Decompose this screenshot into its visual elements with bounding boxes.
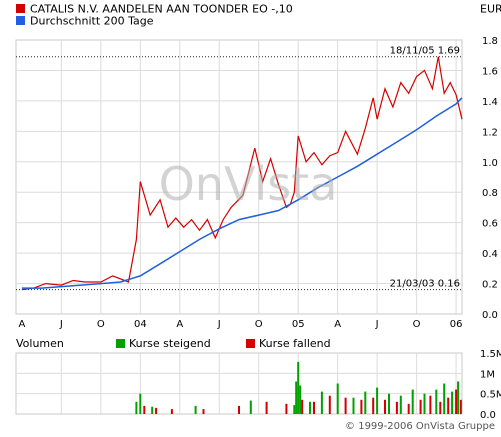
legend-label-average: Durchschnitt 200 Tage — [30, 15, 154, 28]
volume-bar-rising — [135, 401, 138, 414]
y-tick-label: 0.0 — [482, 310, 498, 321]
volume-bar-rising — [388, 393, 390, 414]
y-tick-label: 1.6 — [482, 66, 498, 77]
x-tick-label: O — [255, 319, 263, 330]
volume-bar-falling — [155, 407, 158, 414]
x-tick-label: A — [18, 319, 25, 330]
volume-bar-rising — [194, 405, 197, 414]
volume-bar-falling — [439, 401, 442, 414]
volume-bar-falling — [328, 395, 331, 414]
plot-frame — [15, 39, 463, 315]
volume-bar-rising — [297, 361, 300, 414]
volume-bar-falling — [238, 405, 240, 414]
volume-bar-falling — [313, 401, 315, 414]
y-tick-label: 0.8 — [482, 188, 498, 199]
volume-tick-label: 0.0 — [480, 410, 496, 421]
volume-bar-rising — [457, 381, 460, 414]
x-tick-label: 06 — [450, 319, 463, 330]
volume-bar-falling — [170, 409, 173, 414]
x-tick-label: 05 — [292, 319, 305, 330]
volume-bar-rising — [295, 381, 298, 414]
legend-swatch-average — [16, 16, 25, 25]
series-line-price — [21, 56, 463, 291]
legend-swatch-price — [16, 4, 25, 13]
volume-tick-label: 0.5M — [480, 390, 501, 401]
volume-bar-falling — [407, 403, 410, 414]
volume-bar-falling — [372, 397, 375, 414]
x-tick-label: A — [176, 319, 183, 330]
volume-plot: 0.0 0.5M 1M 1.5M — [15, 349, 501, 421]
copyright: © 1999-2006 OnVista Gruppe — [345, 421, 495, 432]
y-tick-label: 0.2 — [482, 280, 498, 291]
y-tick-label: 1.0 — [482, 158, 498, 169]
volume-bar-falling — [429, 395, 432, 414]
volume-tick-label: 1M — [480, 369, 495, 380]
volume-bar-rising — [249, 400, 252, 414]
volume-legend-falling: Kurse fallend — [259, 337, 331, 350]
y-tick-label: 0.6 — [482, 219, 498, 230]
series-line-average — [21, 97, 463, 289]
volume-bar-falling — [344, 397, 347, 414]
x-tick-label: O — [97, 319, 105, 330]
volume-bar-falling — [395, 401, 398, 414]
volume-bar-rising — [336, 383, 339, 414]
volume-bar-rising — [376, 387, 379, 414]
volume-bar-rising — [309, 401, 311, 414]
y-tick-label: 1.2 — [482, 127, 498, 138]
volume-frame — [15, 352, 463, 415]
x-tick-label: J — [217, 319, 221, 330]
y-tick-label: 0.4 — [482, 249, 498, 260]
y-tick-label: 1.4 — [482, 97, 498, 108]
volume-bar-rising — [443, 383, 446, 414]
volume-bar-falling — [285, 403, 288, 414]
volume-legend-swatch-falling — [246, 339, 255, 348]
legend-label-price: CATALIS N.V. AANDELEN AAN TOONDER EO -,1… — [30, 3, 293, 16]
volume-legend-rising: Kurse steigend — [129, 337, 211, 350]
volume-bar-falling — [455, 389, 458, 414]
currency-label: EUR — [480, 3, 501, 16]
watermark: OnVista — [159, 157, 338, 211]
volume-bar-rising — [139, 393, 142, 414]
volume-bar-rising — [399, 395, 402, 414]
volume-bar-rising — [435, 389, 438, 414]
volume-bar-falling — [202, 409, 205, 414]
volume-bar-rising — [423, 393, 426, 414]
volume-bar-rising — [151, 406, 154, 414]
x-tick-label: O — [413, 319, 421, 330]
volume-bar-rising — [411, 389, 414, 414]
volume-bar-falling — [265, 401, 268, 414]
x-tick-label: J — [375, 319, 379, 330]
x-tick-label: J — [59, 319, 63, 330]
volume-bar-falling — [447, 397, 450, 414]
volume-bar-falling — [384, 399, 386, 414]
volume-title: Volumen — [16, 337, 64, 350]
volume-tick-label: 1.5M — [480, 349, 501, 360]
volume-bar-rising — [364, 391, 367, 414]
volume-bar-rising — [293, 405, 296, 414]
volume-bar-rising — [451, 391, 454, 414]
y-tick-label: 1.8 — [482, 36, 498, 47]
volume-bar-rising — [299, 385, 302, 414]
price-plot: 0.0 0.2 0.4 0.6 0.8 1.0 1.2 1.4 1.6 1.8 A J O 04 A J O 05… — [15, 36, 498, 330]
x-tick-label: 04 — [134, 319, 147, 330]
annotation-label: 21/03/03 0.16 — [390, 279, 460, 290]
volume-bar-falling — [143, 405, 146, 414]
volume-bar-falling — [301, 399, 304, 414]
annotation-label: 18/11/05 1.69 — [390, 46, 460, 57]
volume-legend-swatch-rising — [116, 339, 125, 348]
volume-bar-falling — [360, 399, 363, 414]
volume-bar-rising — [320, 391, 323, 414]
volume-bar-falling — [459, 399, 462, 414]
volume-bar-falling — [419, 399, 422, 414]
x-tick-label: A — [334, 319, 341, 330]
volume-bar-rising — [352, 397, 355, 414]
